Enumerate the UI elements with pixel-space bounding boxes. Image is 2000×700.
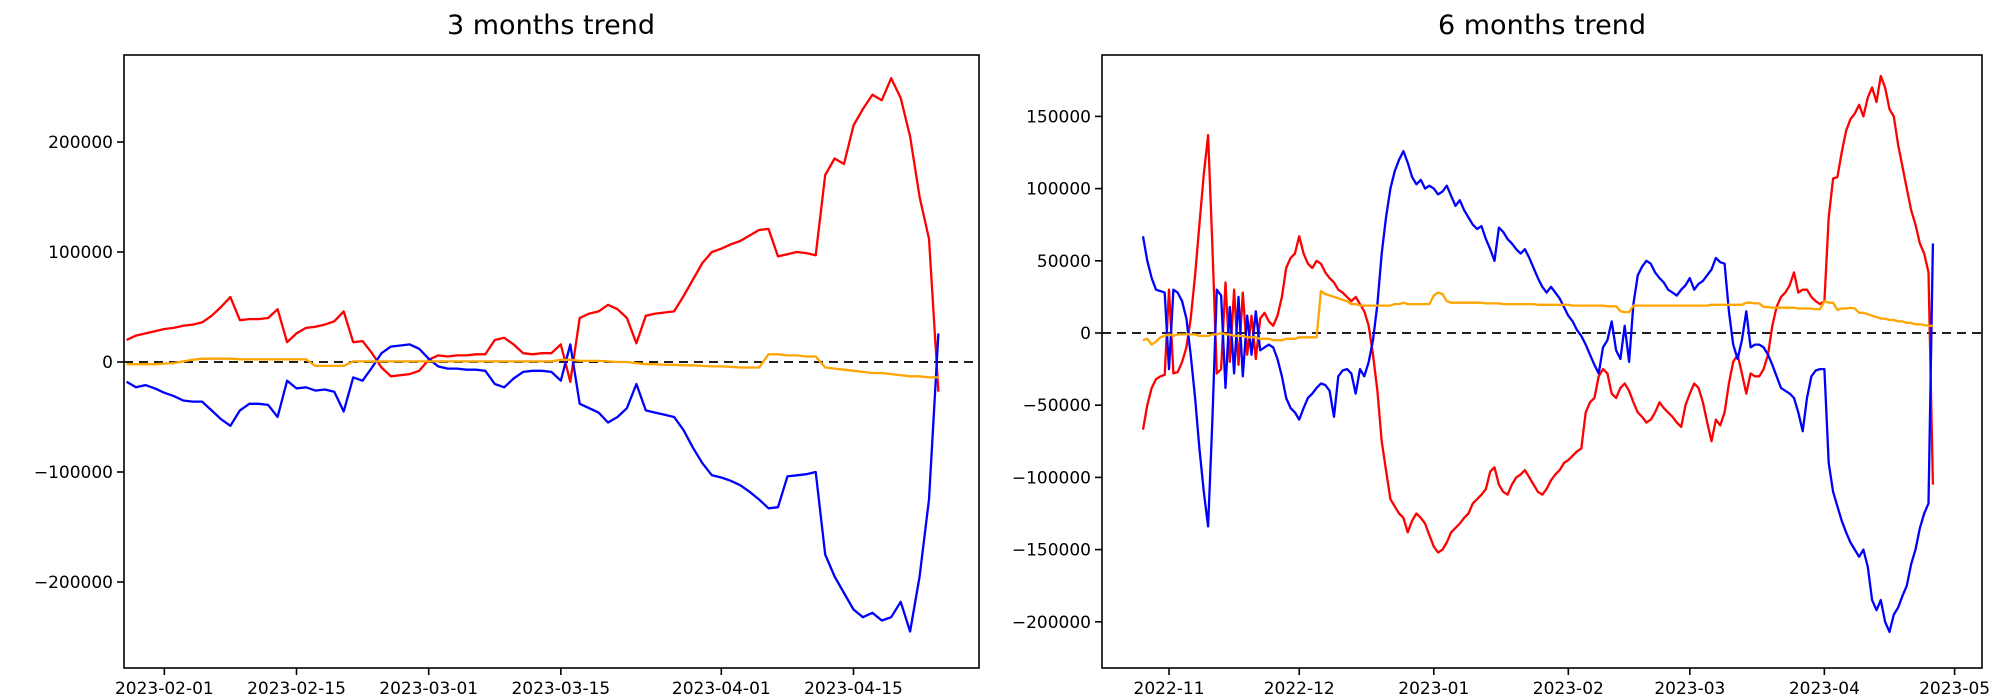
- y-tick-label: −200000: [34, 573, 113, 593]
- y-tick-label: −100000: [1012, 468, 1091, 488]
- x-tick-label: 2022-11: [1134, 679, 1205, 699]
- y-tick-label: 0: [1080, 324, 1091, 344]
- x-tick-label: 2023-04-15: [804, 679, 903, 699]
- x-tick-label: 2023-03-01: [379, 679, 478, 699]
- y-tick-label: 50000: [1037, 252, 1091, 272]
- y-tick-label: −200000: [1012, 613, 1091, 633]
- x-tick-label: 2023-02-15: [247, 679, 346, 699]
- y-tick-label: 150000: [1026, 107, 1091, 127]
- y-tick-label: −50000: [1023, 396, 1091, 416]
- series-blue-line: [1141, 149, 1935, 634]
- series-red-line: [1141, 74, 1935, 554]
- series-blue-line: [126, 333, 940, 633]
- series-orange-line: [126, 353, 939, 379]
- x-tick-label: 2023-05: [1919, 679, 1990, 699]
- plot-frame: [1101, 54, 1983, 669]
- x-tick-label: 2023-04: [1789, 679, 1860, 699]
- x-tick-label: 2023-04-01: [672, 679, 771, 699]
- chart-title-6-months: 6 months trend: [1438, 10, 1646, 41]
- chart-3-months-trend: 200000 100000 0 −100000 −200000 2023-02-01 202…: [34, 54, 980, 699]
- chart-title-3-months: 3 months trend: [447, 10, 655, 41]
- y-tick-label: 100000: [48, 243, 113, 263]
- x-tick-label: 2022-12: [1264, 679, 1335, 699]
- y-tick-label: 100000: [1026, 180, 1091, 200]
- x-tick-label: 2023-02-01: [115, 679, 214, 699]
- y-tick-label: −150000: [1012, 541, 1091, 561]
- series-orange-line: [1142, 289, 1933, 346]
- x-tick-label: 2023-03-15: [511, 679, 610, 699]
- x-tick-label: 2023-01: [1398, 679, 1469, 699]
- y-tick-label: 200000: [48, 133, 113, 153]
- y-tick-label: 0: [102, 353, 113, 373]
- y-tick-label: −100000: [34, 463, 113, 483]
- series-red-line: [126, 77, 940, 392]
- x-tick-label: 2023-02: [1533, 679, 1604, 699]
- x-tick-label: 2023-03: [1654, 679, 1725, 699]
- chart-6-months-trend: 150000 100000 50000 0 −50000 −100000 −150000 −2…: [1012, 54, 1990, 699]
